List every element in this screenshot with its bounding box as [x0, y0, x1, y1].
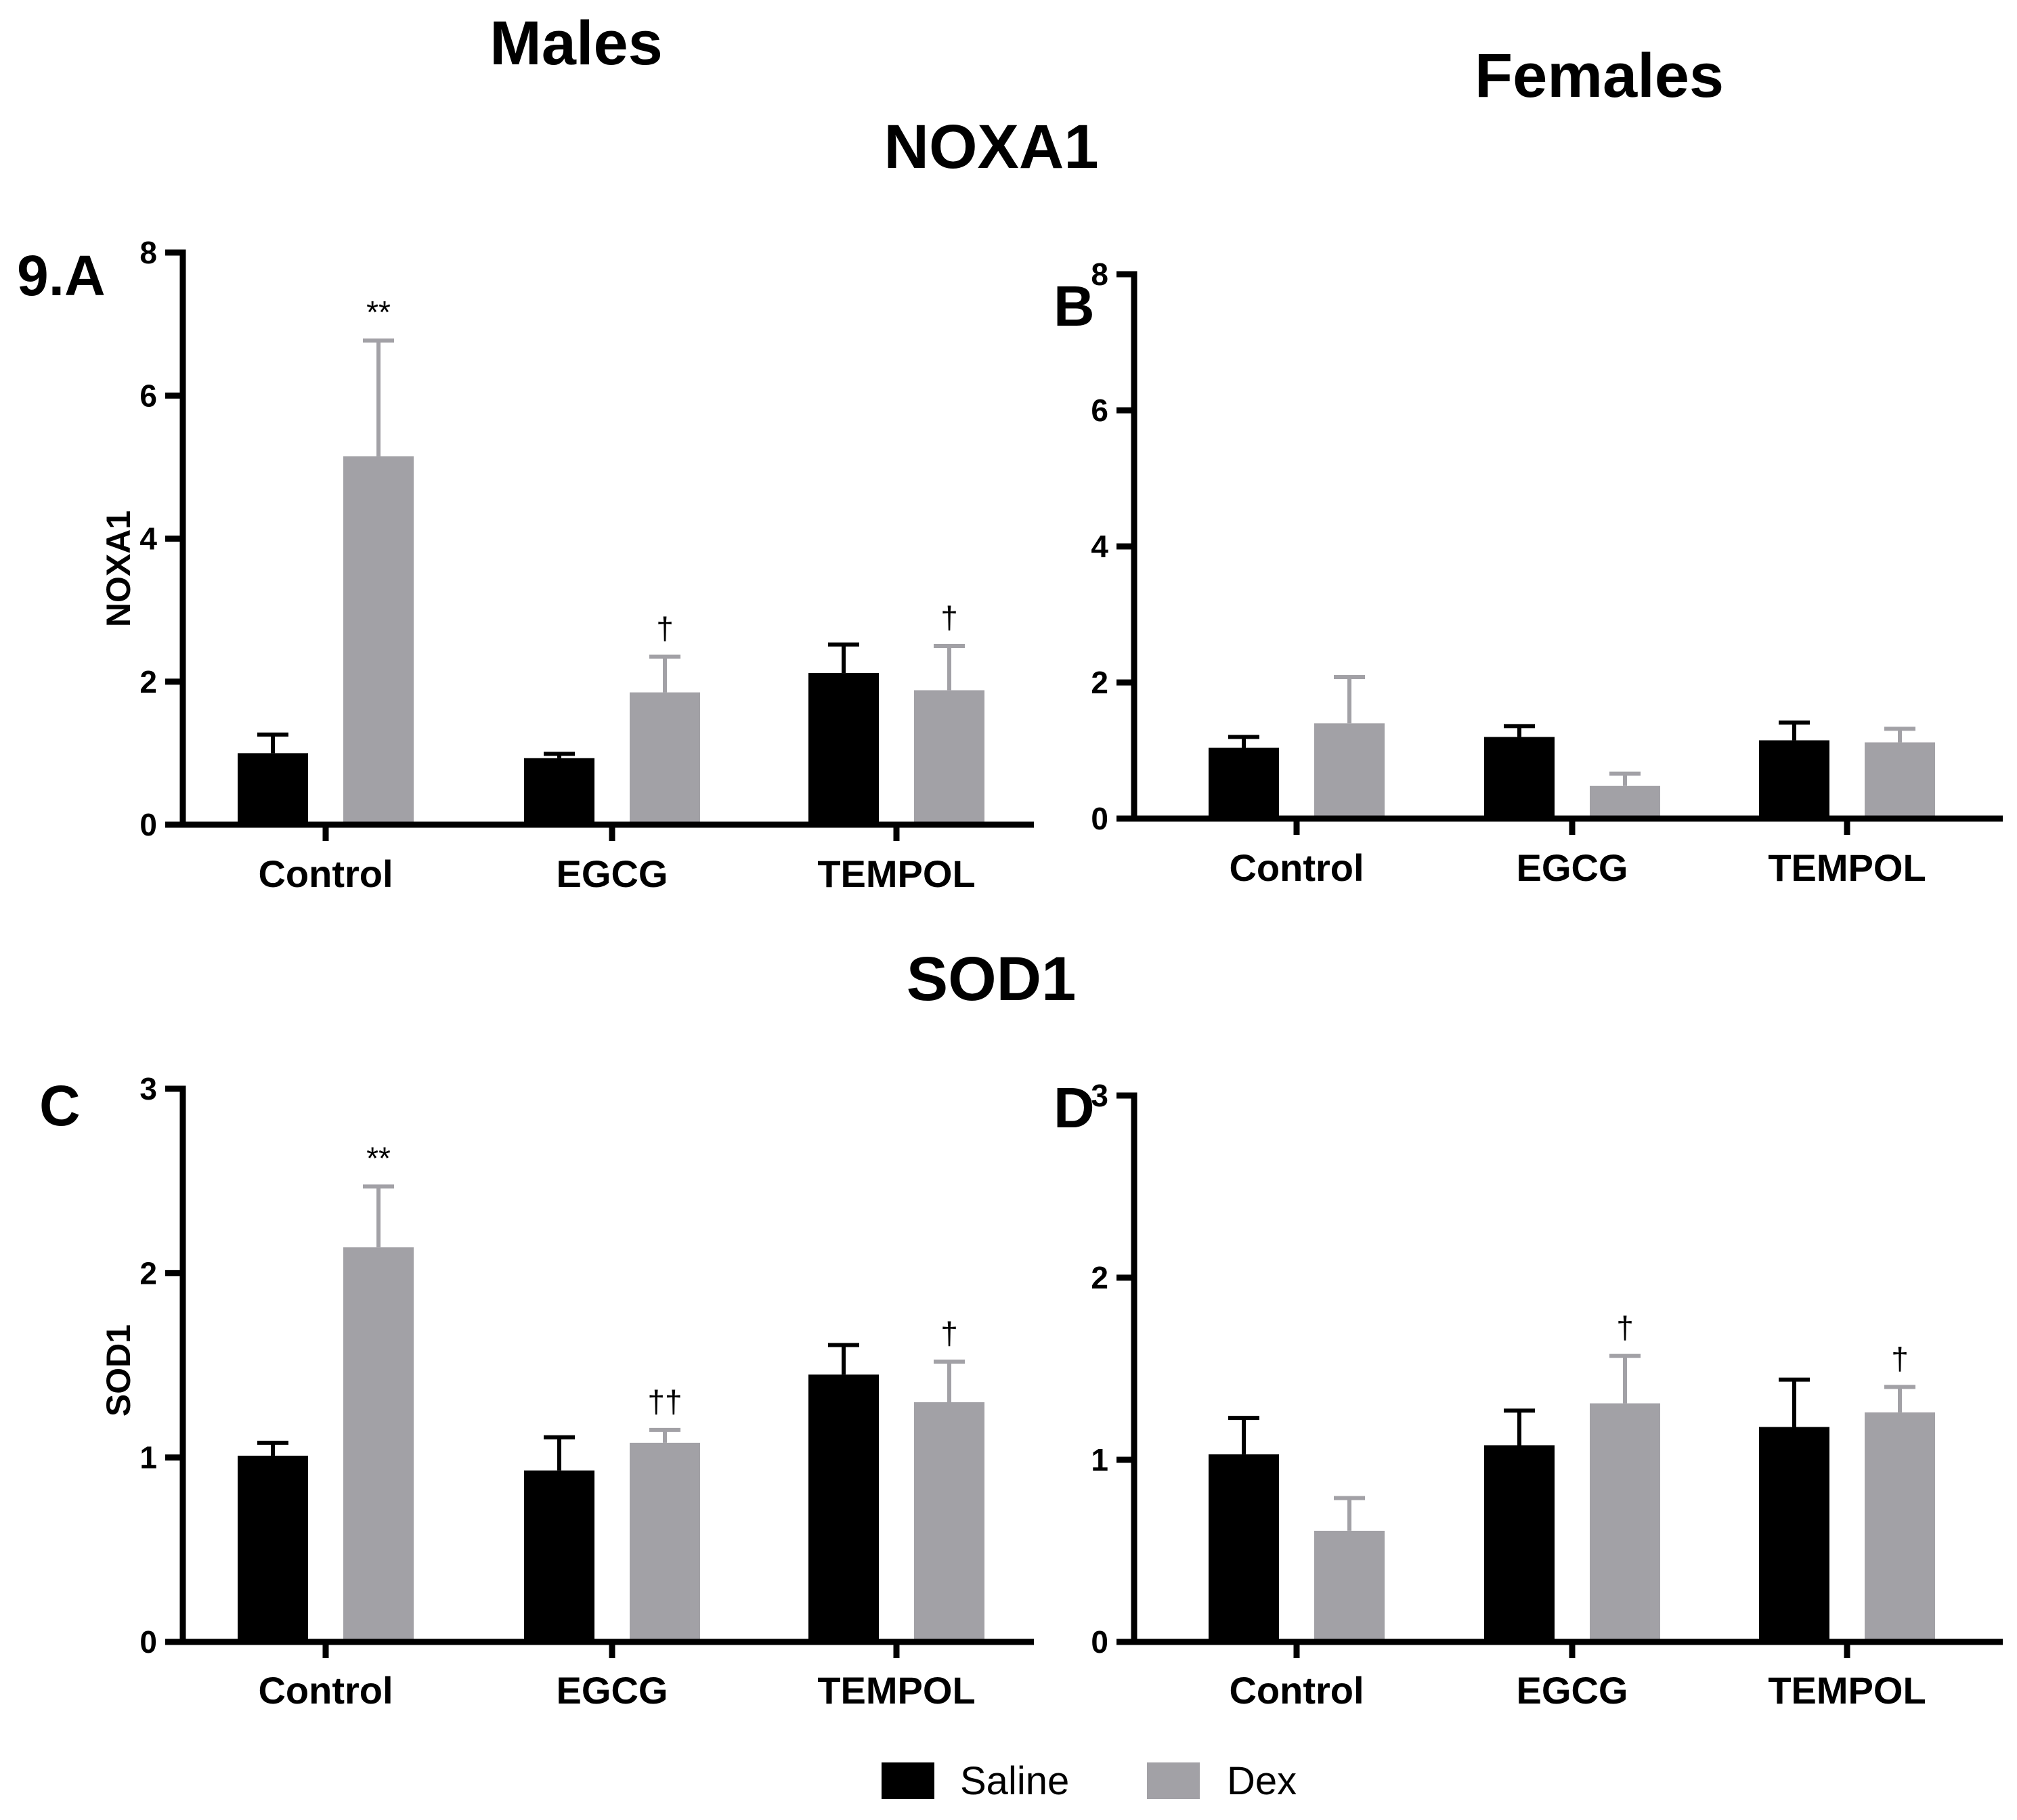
y-tick-label: 0 [139, 807, 157, 842]
y-tick-label: 1 [139, 1440, 157, 1475]
bar-tempol-dex [1865, 1412, 1935, 1642]
y-tick-label: 2 [1091, 1260, 1108, 1295]
bar-egcg-saline [524, 1470, 594, 1642]
legend: Saline Dex [882, 1759, 1297, 1803]
x-tick-label-egcg: EGCG [1517, 1669, 1628, 1712]
bar-control-saline [1209, 1454, 1279, 1642]
y-tick-label: 0 [1091, 801, 1108, 836]
y-tick-label: 4 [1091, 529, 1108, 564]
x-tick-label-tempol: TEMPOL [817, 852, 975, 895]
legend-label-saline: Saline [960, 1759, 1069, 1803]
y-tick-label: 1 [1091, 1442, 1108, 1477]
legend-swatch-dex [1147, 1762, 1200, 1799]
bar-egcg-saline [524, 758, 594, 825]
bar-control-saline [238, 1455, 308, 1642]
row-header-sod1: SOD1 [907, 945, 1077, 1014]
x-tick-label-tempol: TEMPOL [1768, 1669, 1926, 1712]
y-axis-title: NOXA1 [100, 511, 137, 627]
legend-label-dex: Dex [1227, 1759, 1297, 1803]
bar-tempol-saline [808, 1374, 879, 1642]
bar-tempol-dex [914, 690, 984, 825]
y-tick-label: 6 [139, 378, 157, 413]
bar-tempol-dex [914, 1402, 984, 1642]
chart-panel-a: ** † † 0 2 4 6 8 Control EGCG TEMPOL NOXA1 [100, 235, 1034, 895]
panel-label-c: C [39, 1074, 81, 1138]
panel-label-b: B [1054, 274, 1095, 338]
chart-panel-b: 0 2 4 6 8 Control EGCG TEMPOL [1091, 257, 2003, 889]
x-tick-label-tempol: TEMPOL [1768, 846, 1926, 889]
bar-egcg-saline [1484, 737, 1555, 819]
y-tick-label: 4 [139, 521, 157, 557]
bar-tempol-saline [1759, 1427, 1829, 1642]
column-header-males: Males [490, 9, 663, 78]
row-header-noxa1: NOXA1 [884, 112, 1099, 181]
bar-egcg-saline [1484, 1445, 1555, 1642]
panel-label-a: 9.A [17, 244, 106, 307]
significance-label-tempol: † [1891, 1341, 1909, 1376]
bar-control-dex [1314, 1530, 1385, 1642]
bar-egcg-dex [630, 692, 700, 825]
chart-panel-d: † † 0 1 2 3 Control EGCG TEMPOL [1091, 1078, 2003, 1712]
bar-control-dex [1314, 723, 1385, 819]
y-tick-label: 3 [1091, 1078, 1108, 1113]
significance-label-control: ** [366, 1140, 391, 1175]
bar-egcg-dex [630, 1442, 700, 1642]
bar-control-saline [238, 753, 308, 825]
significance-label-control: ** [366, 295, 391, 330]
bar-control-dex [343, 1247, 414, 1642]
x-tick-label-egcg: EGCG [557, 852, 668, 895]
x-tick-label-control: Control [1229, 1669, 1364, 1712]
significance-label-tempol: † [940, 600, 958, 635]
significance-label-egcg: † [1616, 1310, 1634, 1345]
bar-control-saline [1209, 748, 1279, 819]
legend-swatch-saline [882, 1762, 934, 1799]
x-tick-label-egcg: EGCG [1517, 846, 1628, 889]
panel-label-d: D [1054, 1076, 1095, 1140]
y-tick-label: 6 [1091, 393, 1108, 428]
y-tick-label: 2 [139, 664, 157, 699]
bar-tempol-saline [808, 673, 879, 825]
significance-label-egcg: † [656, 611, 674, 646]
x-tick-label-control: Control [258, 1669, 393, 1712]
column-header-females: Females [1475, 41, 1724, 110]
y-tick-label: 0 [139, 1624, 157, 1660]
bar-tempol-saline [1759, 740, 1829, 819]
bar-egcg-dex [1590, 785, 1660, 819]
y-tick-label: 3 [139, 1071, 157, 1106]
y-tick-label: 0 [1091, 1624, 1108, 1660]
x-tick-label-control: Control [258, 852, 393, 895]
bar-egcg-dex [1590, 1403, 1660, 1642]
x-tick-label-tempol: TEMPOL [817, 1669, 975, 1712]
x-tick-label-egcg: EGCG [557, 1669, 668, 1712]
y-axis-title: SOD1 [100, 1324, 137, 1416]
y-tick-label: 8 [139, 235, 157, 270]
y-tick-label: 8 [1091, 257, 1108, 292]
y-tick-label: 2 [1091, 665, 1108, 700]
bar-tempol-dex [1865, 742, 1935, 819]
bar-control-dex [343, 456, 414, 825]
significance-label-tempol: † [940, 1316, 958, 1351]
y-tick-label: 2 [139, 1255, 157, 1291]
significance-label-egcg: †† [647, 1384, 682, 1419]
x-tick-label-control: Control [1229, 846, 1364, 889]
